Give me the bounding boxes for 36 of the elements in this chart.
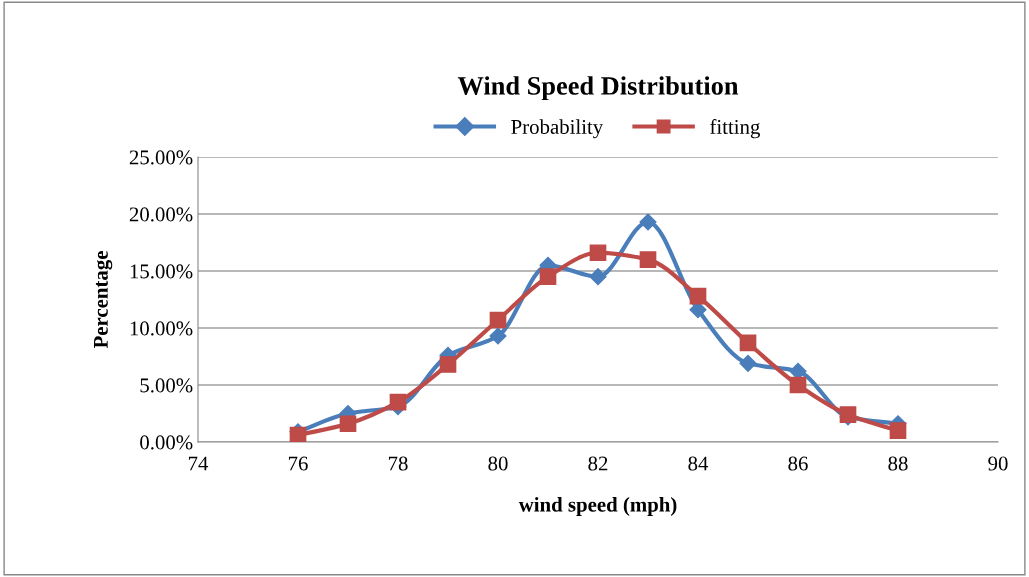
point xyxy=(539,268,557,286)
y-tick-label: 15.00% xyxy=(130,264,193,279)
point xyxy=(489,327,507,345)
y-axis-title: Percentage xyxy=(94,251,113,349)
x-tick-label: 88 xyxy=(888,456,908,471)
point xyxy=(889,422,907,439)
x-tick-label: 90 xyxy=(988,456,1008,471)
x-tick-label: 82 xyxy=(588,456,608,471)
point xyxy=(289,426,307,442)
point xyxy=(589,268,607,286)
point xyxy=(789,376,807,394)
x-tick-label: 86 xyxy=(788,456,808,471)
point xyxy=(589,244,607,262)
point xyxy=(339,415,357,433)
legend-label: fitting xyxy=(710,119,760,139)
point xyxy=(489,311,507,329)
point xyxy=(639,213,657,231)
x-tick-label: 78 xyxy=(388,456,408,471)
point xyxy=(689,287,707,305)
point xyxy=(739,354,757,372)
point xyxy=(439,356,457,373)
y-tick-label: 5.00% xyxy=(140,378,193,393)
y-tick-label: 0.00% xyxy=(140,435,193,450)
x-tick-label: 76 xyxy=(288,456,308,471)
point xyxy=(389,393,407,411)
chart-title: Wind Speed Distribution xyxy=(457,76,739,101)
x-tick-label: 80 xyxy=(488,456,508,471)
y-tick-label: 20.00% xyxy=(129,207,193,222)
x-tick-label: 84 xyxy=(688,456,709,471)
y-tick-label: 25.00% xyxy=(129,150,193,165)
x-axis-title: wind speed (mph) xyxy=(518,497,677,516)
x-tick-label: 74 xyxy=(188,456,209,471)
point xyxy=(639,251,657,268)
y-tick-label: 10.00% xyxy=(130,321,193,336)
point xyxy=(739,334,757,352)
legend-label: Probability xyxy=(511,119,604,139)
